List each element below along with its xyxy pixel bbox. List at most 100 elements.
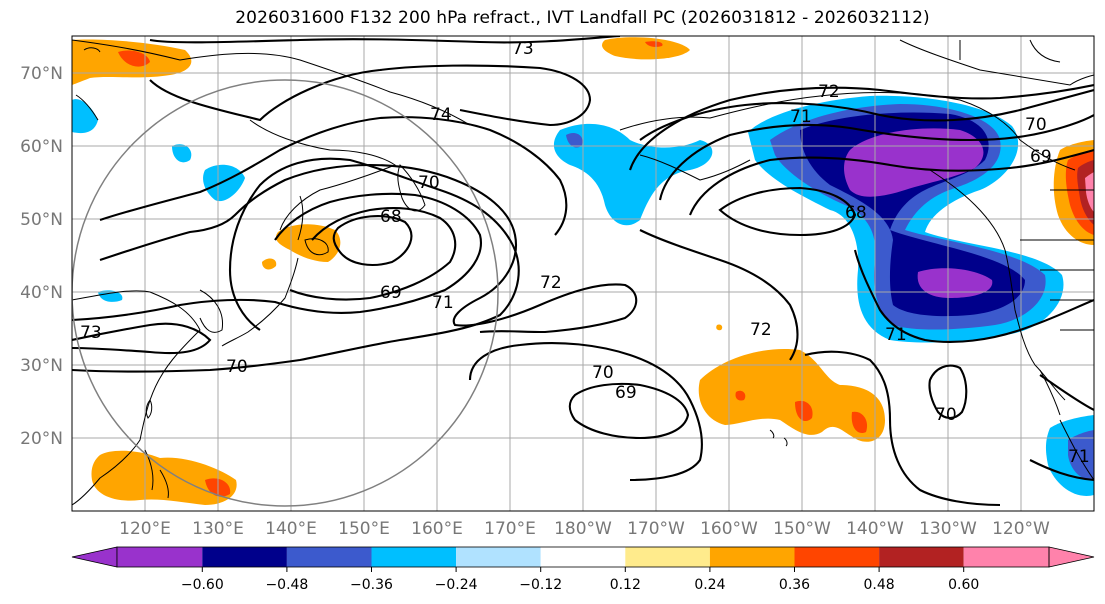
lon-label: 140°E: [265, 519, 317, 539]
contour-71-east: [853, 249, 1094, 343]
lon-label: 180°W: [554, 519, 612, 539]
colorbar-tick-label: −0.12: [519, 577, 562, 593]
coast-hokkaido: [304, 238, 329, 256]
positive-anomaly-japan: [275, 224, 341, 262]
negative-anomaly-east-pacific-inner: [1068, 430, 1094, 481]
contour-label: 69: [615, 383, 637, 403]
contour-label: 72: [540, 273, 562, 293]
contour-72-mid: [99, 163, 638, 334]
contour-69: [289, 207, 457, 301]
lon-label: 130°W: [919, 519, 977, 539]
colorbar-tick-label: 0.12: [610, 577, 641, 593]
negative-anomaly-core-south: [917, 268, 993, 298]
longitude-labels: 120°E 130°E 140°E 150°E 160°E 170°E 180°…: [119, 519, 1050, 539]
contour-label: 69: [380, 283, 402, 303]
contour-label: 72: [818, 82, 840, 102]
coast-baja: [1039, 369, 1061, 416]
contour-70-edge: [1039, 374, 1094, 411]
colorbar: −0.60 −0.48 −0.36 −0.24 −0.12 0.12 0.24 …: [71, 546, 1095, 593]
lat-label: 70°N: [20, 64, 63, 84]
contour-70-pacific: [658, 114, 1094, 201]
coast-arctic-islands: [75, 47, 101, 121]
negative-anomaly-siberia: [172, 144, 192, 163]
contour-72-east: [639, 229, 799, 361]
positive-anomaly-hawaii-core-1: [795, 400, 813, 422]
contour-68-pacific: [718, 186, 857, 237]
colorbar-segment: [117, 547, 203, 567]
contour-70-outer: [72, 157, 520, 373]
positive-anomaly-arctic-mid: [602, 37, 690, 60]
lon-label: 150°W: [773, 519, 831, 539]
contour-labels: 73 74 70 68 69 71 72 73 70 72 71 70 69 6…: [80, 39, 1090, 467]
colorbar-segment: [879, 547, 964, 567]
lon-label: 170°W: [627, 519, 685, 539]
contour-label: 73: [80, 323, 102, 343]
contour-label: 72: [750, 320, 772, 340]
contour-72-pacific: [629, 83, 1094, 171]
lon-label: 140°W: [846, 519, 904, 539]
colorbar-segment: [202, 547, 287, 567]
contour-71-pacific: [639, 88, 1094, 141]
lon-label: 130°E: [192, 519, 244, 539]
lat-label: 60°N: [20, 137, 63, 157]
contour-73-wide: [99, 116, 568, 236]
coast-hawaii: [769, 429, 788, 447]
negative-anomaly-bering: [553, 123, 713, 226]
colorbar-segment: [456, 547, 541, 567]
contour-71-outer: [72, 192, 482, 322]
lat-label: 20°N: [20, 429, 63, 449]
coast-aleutians: [639, 154, 751, 181]
contour-71-edge: [1029, 459, 1094, 482]
range-circle: [72, 79, 499, 507]
contour-label: 73: [512, 39, 534, 59]
coast-philippines: [144, 449, 169, 499]
coast-mexico: [1059, 419, 1094, 481]
contour-69-pacific: [689, 148, 1094, 216]
colorbar-ticks: [201, 567, 965, 572]
positive-anomaly-hawaii-core-3: [735, 390, 746, 401]
colorbar-segment: [794, 547, 880, 567]
contour-73-north: [149, 36, 621, 44]
map-frame: [71, 35, 1095, 512]
coast-siberia-north: [72, 39, 471, 126]
contour-label: 70: [592, 363, 614, 383]
refractivity-contours: [72, 36, 1094, 507]
negative-anomaly-korea: [98, 290, 123, 302]
contour-74: [149, 64, 592, 127]
colorbar-segment: [963, 547, 1049, 567]
negative-anomaly-arctic: [72, 99, 98, 134]
contour-70-east: [928, 364, 968, 420]
positive-anomaly-arctic-mid-core: [645, 41, 663, 47]
contour-label: 71: [790, 107, 812, 127]
colorbar-tick-label: 0.36: [779, 577, 810, 593]
positive-anomaly-us-coast-pink: [1085, 172, 1094, 212]
coast-china: [72, 290, 201, 506]
contour-68: [332, 215, 413, 266]
contour-label: 68: [380, 207, 402, 227]
coast-korea: [199, 289, 224, 333]
coast-taiwan: [145, 399, 153, 419]
colorbar-tick-label: 0.48: [864, 577, 895, 593]
coast-sakhalin: [297, 195, 304, 241]
colorbar-segment: [625, 547, 710, 567]
colorbar-tick-label: −0.36: [350, 577, 393, 593]
negative-anomaly-okhotsk: [203, 164, 245, 202]
colorbar-extend-high: [1048, 546, 1095, 568]
colorbar-segment: [709, 547, 795, 567]
contour-70-south: [468, 341, 704, 482]
positive-anomaly-arctic-west-core: [118, 50, 150, 67]
positive-anomaly-hawaii-region: [698, 349, 885, 442]
lon-label: 150°E: [338, 519, 390, 539]
map-title: 2026031600 F132 200 hPa refract., IVT La…: [235, 8, 930, 28]
contour-label: 71: [885, 325, 907, 345]
lat-label: 50°N: [20, 210, 63, 230]
colorbar-segment: [286, 547, 372, 567]
contour-label: 70: [418, 173, 440, 193]
lon-label: 120°W: [992, 519, 1050, 539]
colorbar-tick-label: −0.24: [435, 577, 478, 593]
contour-73-west: [72, 322, 212, 355]
contour-69-south: [568, 382, 690, 440]
lat-label: 30°N: [20, 356, 63, 376]
lat-label: 40°N: [20, 283, 63, 303]
